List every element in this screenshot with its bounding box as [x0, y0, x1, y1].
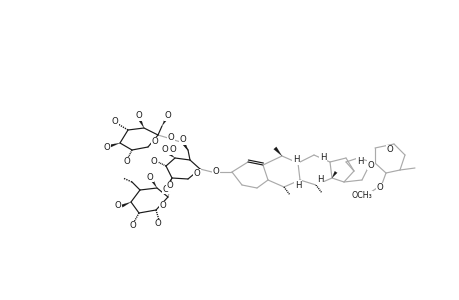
- Text: O: O: [154, 220, 161, 229]
- Text: O: O: [386, 146, 392, 154]
- Text: O: O: [146, 172, 153, 182]
- Polygon shape: [162, 118, 167, 126]
- Text: H: H: [319, 152, 325, 161]
- Text: OCH₃: OCH₃: [351, 191, 372, 200]
- Polygon shape: [151, 179, 157, 188]
- Text: O: O: [112, 118, 118, 127]
- Text: O: O: [114, 202, 121, 211]
- Text: O: O: [376, 184, 382, 193]
- Polygon shape: [121, 202, 131, 207]
- Text: O: O: [193, 169, 200, 178]
- Text: O: O: [123, 158, 130, 166]
- Polygon shape: [139, 119, 144, 128]
- Text: H: H: [356, 158, 363, 166]
- Text: O: O: [169, 146, 176, 154]
- Text: O: O: [367, 160, 374, 169]
- Text: O: O: [162, 184, 169, 194]
- Polygon shape: [331, 171, 336, 178]
- Text: O: O: [164, 112, 171, 121]
- Polygon shape: [182, 142, 188, 150]
- Polygon shape: [109, 143, 120, 147]
- Text: H: H: [316, 176, 323, 184]
- Text: O: O: [135, 112, 142, 121]
- Text: H: H: [294, 181, 301, 190]
- Text: O: O: [151, 137, 158, 146]
- Text: O: O: [161, 146, 168, 154]
- Text: H: H: [292, 155, 299, 164]
- Polygon shape: [167, 178, 172, 186]
- Text: O: O: [212, 167, 219, 176]
- Text: O: O: [150, 158, 157, 166]
- Polygon shape: [167, 152, 174, 158]
- Text: O: O: [129, 221, 136, 230]
- Text: O: O: [179, 136, 186, 145]
- Text: O: O: [166, 182, 173, 190]
- Text: O: O: [167, 134, 174, 142]
- Polygon shape: [273, 147, 281, 156]
- Text: O: O: [103, 142, 110, 152]
- Text: O: O: [159, 202, 166, 211]
